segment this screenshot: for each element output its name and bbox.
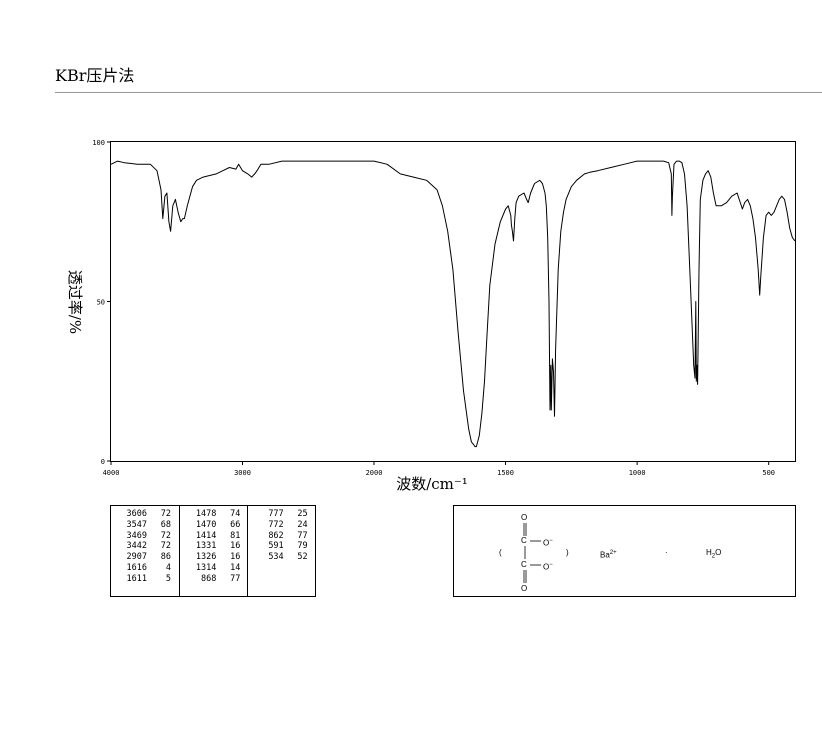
peak-row: 3469 72 (117, 531, 175, 542)
peak-transmittance: 72 (160, 530, 171, 541)
peak-transmittance: 4 (165, 562, 171, 573)
barium-cation: Ba2+ (600, 550, 617, 560)
peak-row: 1611 5 (117, 574, 175, 585)
ir-spectrum-chart: 4000 3000 2000 1500 1000 500 0 50 100 波数/cm⁻¹ 透过… (66, 139, 796, 493)
peak-table-column: 777 25 772 24 862 77 591 79 534 52 (248, 506, 315, 596)
peak-transmittance: 81 (230, 530, 241, 541)
paren-right: ) (566, 548, 569, 557)
peak-transmittance: 5 (165, 573, 171, 584)
y-tick-label: 100 (92, 139, 105, 147)
y-axis-label: 透过率/% (66, 270, 84, 334)
peak-table-column: 1478 74 1470 66 1414 81 1331 16 1326 16 1314 14 868 7… (180, 506, 248, 596)
anion-o-upper: O− (543, 538, 553, 548)
atom-o-bottom: O (521, 584, 528, 593)
structure-bonds (523, 523, 541, 583)
peak-wavenumber: 777 (268, 509, 284, 519)
peak-wavenumber: 1326 (195, 552, 217, 563)
peak-wavenumber: 1414 (195, 530, 217, 541)
peak-wavenumber: 1616 (126, 562, 147, 573)
peak-row: 1326 16 (186, 552, 242, 563)
peak-wavenumber: 1611 (126, 573, 147, 584)
peak-wavenumber: 3469 (126, 530, 147, 541)
peak-transmittance: 68 (160, 519, 171, 530)
peak-row: 1616 4 (117, 563, 175, 574)
chemical-structure: O C O− C O− O ( ) Ba2+ · H2O (453, 505, 796, 597)
peak-wavenumber: 868 (200, 573, 217, 584)
water-molecule: H2O (706, 548, 722, 560)
peak-row: 1414 81 (186, 531, 242, 542)
header-divider (55, 92, 822, 93)
paren-left: ( (499, 548, 502, 557)
transmittance-series-line (110, 160, 796, 448)
peak-row: 1478 74 (186, 509, 242, 520)
peak-transmittance: 72 (160, 541, 171, 552)
peak-wavenumber: 1314 (195, 562, 217, 573)
spectrum-method-title: KBr压片法 (55, 66, 135, 85)
peak-row: 3606 72 (117, 509, 175, 520)
x-tick-label: 1500 (497, 469, 514, 477)
peak-transmittance: 86 (160, 552, 171, 563)
peak-row: 534 52 (254, 552, 311, 563)
peak-row: 1331 16 (186, 541, 242, 552)
peak-transmittance: 77 (297, 530, 308, 541)
peak-wavenumber: 1331 (195, 541, 217, 552)
peak-row: 1314 14 (186, 563, 242, 574)
peak-row: 591 79 (254, 541, 311, 552)
hydrate-dot: · (665, 548, 668, 557)
x-tick-label: 2000 (366, 469, 383, 477)
peak-wavenumber: 534 (268, 552, 284, 563)
axis-ticks: 4000 3000 2000 1500 1000 500 0 50 100 (92, 139, 775, 477)
y-tick-label: 0 (101, 458, 105, 466)
atom-c-upper: C (521, 536, 527, 545)
peak-row: 862 77 (254, 531, 311, 542)
peak-transmittance: 79 (297, 541, 308, 552)
peak-table-column: 3606 72 3547 68 3469 72 3442 72 2907 86 1616 4 1611 5 (111, 506, 181, 596)
peak-row: 3547 68 (117, 520, 175, 531)
peak-wavenumber: 3442 (126, 541, 147, 552)
peak-transmittance: 16 (230, 541, 241, 552)
peak-wavenumber: 772 (268, 519, 284, 530)
peak-transmittance: 16 (230, 552, 241, 563)
peak-transmittance: 66 (230, 519, 241, 530)
x-tick-label: 1000 (629, 469, 646, 477)
peak-wavenumber: 3606 (126, 509, 147, 519)
peak-wavenumber: 862 (268, 530, 284, 541)
anion-o-lower: O− (543, 562, 553, 572)
peak-row: 772 24 (254, 520, 311, 531)
peak-transmittance: 24 (297, 519, 308, 530)
x-axis-label: 波数/cm⁻¹ (396, 475, 468, 493)
peak-wavenumber: 3547 (126, 519, 147, 530)
peak-transmittance: 74 (230, 509, 241, 519)
x-tick-label: 3000 (234, 469, 251, 477)
x-tick-label: 500 (762, 469, 775, 477)
peak-row: 777 25 (254, 509, 311, 520)
peak-wavenumber: 1478 (195, 509, 217, 519)
peak-transmittance: 77 (230, 573, 241, 584)
atom-c-lower: C (521, 560, 527, 569)
peak-wavenumber: 1470 (195, 519, 217, 530)
peak-transmittance: 25 (297, 509, 308, 519)
peak-row: 2907 86 (117, 552, 175, 563)
peak-wavenumber: 2907 (126, 552, 147, 563)
peak-row: 868 77 (186, 574, 242, 585)
atom-o-top: O (521, 513, 528, 522)
peak-table: 3606 72 3547 68 3469 72 3442 72 2907 86 1616 4 1611 5… (110, 505, 316, 597)
peak-transmittance: 72 (160, 509, 171, 519)
peak-transmittance: 14 (230, 562, 241, 573)
y-tick-label: 50 (97, 299, 105, 307)
x-tick-label: 4000 (103, 469, 120, 477)
peak-wavenumber: 591 (268, 541, 284, 552)
peak-row: 1470 66 (186, 520, 242, 531)
plot-frame (110, 141, 796, 462)
peak-transmittance: 52 (297, 552, 308, 563)
peak-row: 3442 72 (117, 541, 175, 552)
